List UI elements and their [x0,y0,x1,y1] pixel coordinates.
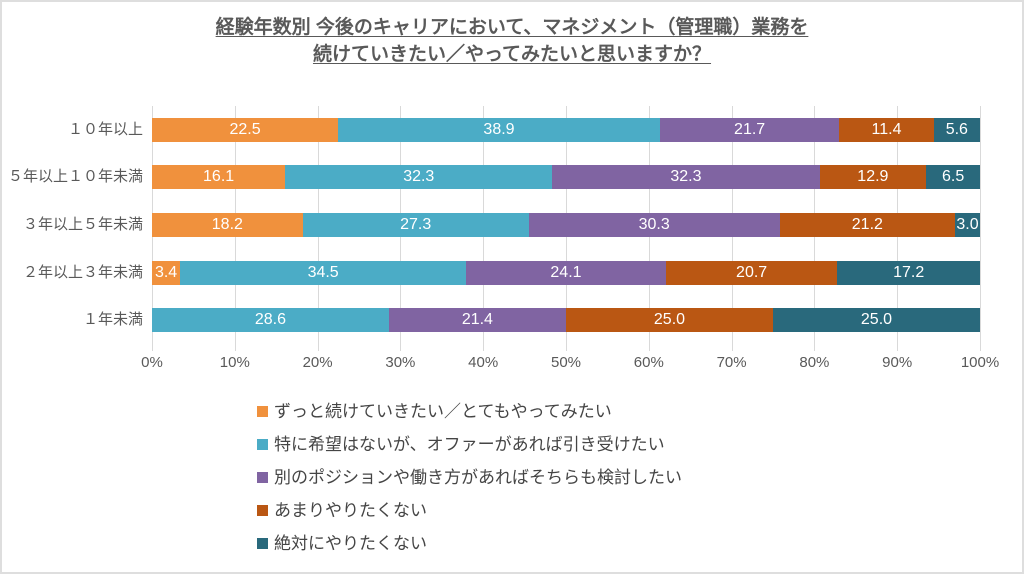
bar-row: ３年以上５年未満 18.2 27.3 30.3 21.2 3.0 [23,212,980,237]
legend-item: 絶対にやりたくない [257,532,682,555]
bar-segment: 21.7 [659,117,840,142]
x-axis-tick-label: 50% [550,354,582,371]
x-axis-tick-label: 10% [219,354,250,371]
data-label: 32.3 [403,168,435,186]
gridline [980,106,981,351]
category-label: ５年以上１０年未満 [7,168,143,186]
data-label: 18.2 [211,215,243,233]
bar-segment: 27.3 [302,212,529,237]
category-label: ３年以上５年未満 [22,215,143,233]
bar-segment: 22.5 [152,117,339,142]
bar-segment: 21.2 [779,212,956,237]
data-label: 3.0 [956,215,979,233]
legend-item: ずっと続けていきたい／とてもやってみたい [257,400,682,423]
bar-segment: 32.3 [285,165,553,190]
data-label: 17.2 [893,263,925,281]
x-axis-tick-label: 30% [385,354,416,371]
legend-item: 別のポジションや働き方があればそちらも検討したい [257,466,682,489]
data-label: 28.6 [254,311,286,329]
legend: ずっと続けていきたい／とてもやってみたい特に希望はないが、オファーがあれば引き受… [257,400,682,555]
legend-swatch-icon [257,406,268,417]
legend-label: 特に希望はないが、オファーがあれば引き受けたい [274,435,665,454]
bar-segment: 3.4 [152,260,181,285]
bar-segment: 17.2 [837,260,980,285]
data-label: 21.4 [461,311,493,329]
bar-row: ２年以上３年未満 3.4 34.5 24.1 20.7 17.2 [23,260,980,285]
data-label: 27.3 [400,215,432,233]
bar-segment: 12.9 [819,165,927,190]
bar-segment: 6.5 [926,165,980,190]
data-label: 20.7 [736,263,768,281]
legend-item: 特に希望はないが、オファーがあれば引き受けたい [257,433,682,456]
legend-label: ずっと続けていきたい／とてもやってみたい [274,402,612,421]
legend-label: あまりやりたくない [274,501,427,520]
legend-label: 絶対にやりたくない [274,534,427,553]
bar-segment: 24.1 [466,260,666,285]
x-axis-tick-label: 80% [799,354,830,371]
chart-title-line1: 経験年数別 今後のキャリアにおいて、マネジメント（管理職）業務を [215,17,809,38]
data-label: 30.3 [638,215,670,233]
legend-swatch-icon [257,505,268,516]
data-label: 21.2 [851,215,883,233]
x-axis-tick-label: 90% [882,354,913,371]
legend-label: 別のポジションや働き方があればそちらも検討したい [274,468,682,487]
bar-row: １０年以上 22.5 38.9 21.7 11.4 5.6 [68,117,980,142]
bar-segment: 28.6 [152,308,389,333]
data-label: 24.1 [550,263,582,281]
x-axis-tick-label: 40% [468,354,499,371]
plot-area: １０年以上 22.5 38.9 21.7 11.4 5.6 ５年以上１０年未満 16.1 32.… [8,106,981,351]
bar-segment: 18.2 [152,212,303,237]
data-label: 21.7 [734,120,766,138]
data-label: 3.4 [154,263,178,281]
data-label: 32.3 [670,168,702,186]
bar-segment: 25.0 [772,308,980,333]
bar-segment: 5.6 [933,117,980,142]
bar-rows: １０年以上 22.5 38.9 21.7 11.4 5.6 ５年以上１０年未満 16.1 32.… [8,106,980,344]
x-axis-tick-label: 60% [633,354,664,371]
bar-segment: 11.4 [839,117,934,142]
data-label: 25.0 [653,311,686,329]
bar-segment: 30.3 [528,212,780,237]
legend-swatch-icon [257,439,268,450]
data-label: 16.1 [203,168,235,186]
x-axis-tick-label: 70% [716,354,747,371]
bar-segment: 25.0 [565,308,773,333]
category-label: １０年以上 [67,120,143,138]
legend-swatch-icon [257,538,268,549]
bar-segment: 32.3 [552,165,820,190]
chart-title: 経験年数別 今後のキャリアにおいて、マネジメント（管理職）業務を 続けていきたい… [2,14,1022,68]
bar-row: １年未満 28.6 21.4 25.0 25.0 [83,308,980,333]
x-axis-tick-label: 20% [302,354,333,371]
data-label: 25.0 [860,311,893,329]
data-label: 34.5 [307,263,339,281]
data-label: 6.5 [941,168,965,186]
data-label: 12.9 [857,168,889,186]
bar-row: ５年以上１０年未満 16.1 32.3 32.3 12.9 6.5 [8,165,980,190]
data-label: 22.5 [229,120,261,138]
data-label: 5.6 [945,120,968,138]
bar-segment: 16.1 [152,165,286,190]
bar-segment: 21.4 [388,308,566,333]
x-axis-tick-label: 100% [960,354,1000,371]
bar-segment: 34.5 [180,260,467,285]
x-axis-tick-label: 0% [141,354,163,371]
bar-segment: 38.9 [338,117,660,142]
category-label: １年未満 [82,311,143,329]
chart-title-line2: 続けていきたい／やってみたいと思いますか？ [312,44,712,65]
bar-segment: 3.0 [955,212,980,237]
data-label: 11.4 [871,120,902,138]
category-label: ２年以上３年未満 [22,263,143,281]
bar-segment: 20.7 [665,260,838,285]
x-axis: 0% 10% 20% 30% 40% 50% 60% 70% 80% 90% 100% [141,354,999,374]
data-label: 38.9 [483,120,515,138]
legend-swatch-icon [257,472,268,483]
legend-item: あまりやりたくない [257,499,682,522]
